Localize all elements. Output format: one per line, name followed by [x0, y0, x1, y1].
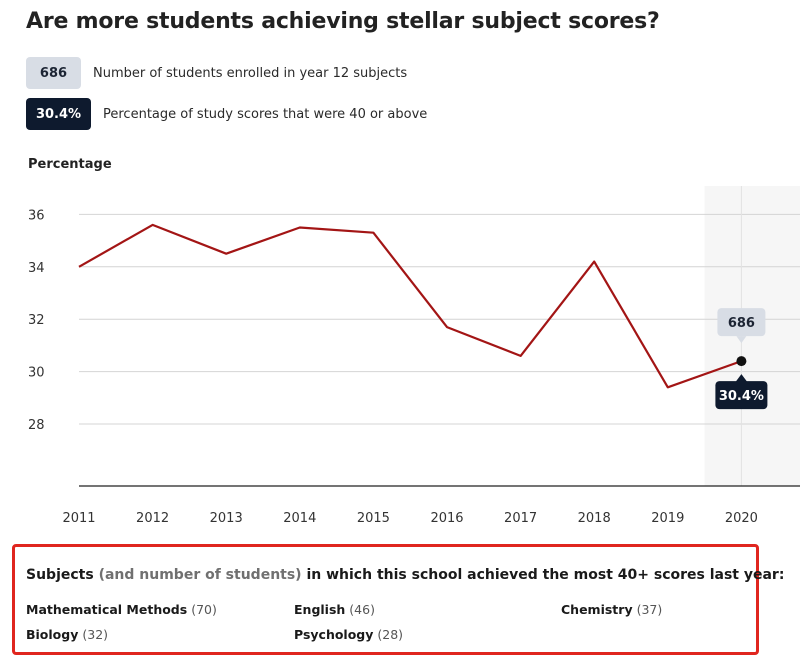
- x-tick-label: 2017: [504, 511, 537, 526]
- annotation-students-pointer: [736, 336, 747, 344]
- y-axis-label: Percentage: [28, 157, 112, 172]
- subject-count: (28): [377, 627, 404, 642]
- legend-students: 686 Number of students enrolled in year …: [26, 57, 407, 89]
- subject-count: (46): [349, 602, 375, 617]
- series-line: [78, 223, 742, 389]
- annotation-students-text: 686: [728, 316, 755, 331]
- subject-item: English (46): [294, 602, 375, 617]
- subjects-heading-label: Subjects: [26, 567, 94, 583]
- subjects-panel: Subjects (and number of students) in whi…: [12, 544, 784, 655]
- legend-percentage: 30.4% Percentage of study scores that we…: [26, 98, 427, 130]
- subject-count: (37): [636, 602, 663, 617]
- subject-name: English: [294, 602, 346, 617]
- annotation-percentage-pointer: [735, 374, 748, 383]
- subject-item: Biology (32): [26, 627, 108, 642]
- chart-title: Are more students achieving stellar subj…: [26, 9, 660, 34]
- subject-item: Mathematical Methods (70): [26, 602, 217, 617]
- y-tick-label: 32: [28, 313, 45, 328]
- line-chart: Percentage 28 30 32 34 36 2011 2012 2013 2014 2015…: [28, 157, 800, 526]
- x-tick-label: 2018: [578, 511, 611, 526]
- x-tick-label: 2020: [725, 511, 758, 526]
- subject-name: Mathematical Methods: [26, 602, 188, 617]
- annotation-percentage-badge: [715, 381, 768, 410]
- y-tick-label: 36: [28, 208, 45, 223]
- x-tick-label: 2016: [430, 511, 463, 526]
- subject-count: (70): [191, 602, 217, 617]
- subject-item: Chemistry (37): [561, 602, 662, 617]
- x-tick-label: 2012: [136, 511, 169, 526]
- x-tick-label: 2019: [651, 511, 684, 526]
- annotation-students-badge: [717, 308, 766, 337]
- annotation-percentage-text: 30.4%: [719, 389, 764, 404]
- percentage-badge: 30.4%: [26, 98, 91, 130]
- students-legend-text: Number of students enrolled in year 12 s…: [93, 65, 408, 81]
- subject-name: Chemistry: [561, 602, 633, 617]
- subjects-heading-rest: in which this school achieved the most 4…: [306, 567, 785, 583]
- data-point-2020: [736, 356, 747, 367]
- subject-count: (32): [82, 627, 109, 642]
- subjects-heading: Subjects (and number of students) in whi…: [26, 567, 784, 583]
- x-tick-label: 2011: [62, 511, 95, 526]
- y-tick-label: 34: [28, 261, 45, 276]
- y-tick-label: 28: [28, 418, 45, 433]
- percentage-legend-text: Percentage of study scores that were 40 …: [103, 106, 428, 122]
- x-tick-label: 2013: [210, 511, 243, 526]
- y-tick-label: 30: [28, 366, 45, 381]
- x-tick-label: 2014: [283, 511, 316, 526]
- students-badge: 686: [26, 57, 81, 89]
- subject-name: Biology: [26, 627, 79, 642]
- subjects-heading-note: (and number of students): [98, 567, 302, 583]
- subject-item: Psychology (28): [294, 627, 403, 642]
- x-tick-label: 2015: [357, 511, 390, 526]
- subject-name: Psychology: [294, 627, 374, 642]
